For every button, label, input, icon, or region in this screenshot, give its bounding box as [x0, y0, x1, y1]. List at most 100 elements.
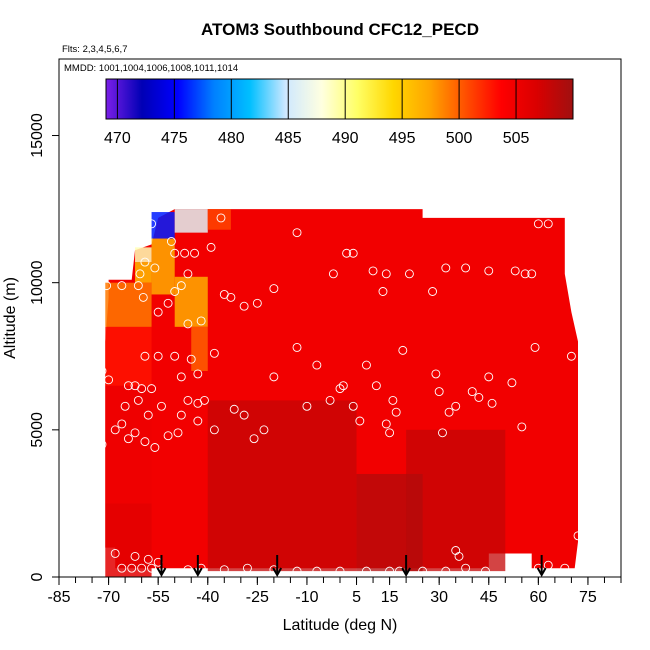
sample-point [385, 428, 395, 438]
sample-point [186, 354, 196, 364]
sample-point [467, 387, 477, 397]
field-cell [356, 473, 423, 572]
sample-point [104, 375, 114, 385]
sample-point [150, 443, 160, 452]
sample-point [123, 434, 133, 444]
sample-point [385, 566, 395, 576]
sample-point [259, 425, 269, 435]
sample-point [190, 248, 199, 258]
sample-point [573, 531, 583, 541]
y-tick-label: 0 [29, 572, 46, 581]
sample-point [147, 563, 157, 573]
sample-point [206, 242, 216, 252]
sample-point [183, 565, 193, 575]
sample-point [193, 416, 203, 426]
sample-point [170, 287, 180, 296]
sample-points [97, 204, 583, 576]
sample-point [517, 422, 527, 432]
sample-point [388, 395, 398, 405]
sample-point [454, 551, 464, 561]
sample-point [183, 395, 193, 405]
y-axis: 0 5000 10000 15000 [29, 113, 59, 581]
y-tick-label: 15000 [29, 113, 46, 158]
sample-point [163, 298, 173, 308]
x-tick-label: -40 [196, 589, 219, 606]
sample-point [404, 269, 414, 279]
chart-title: ATOM3 Southbound CFC12_PECD [201, 20, 479, 39]
sample-point [474, 393, 484, 402]
field-cell [105, 282, 152, 327]
sample-point [507, 378, 517, 388]
sample-point [242, 563, 252, 573]
sample-point [166, 237, 176, 246]
sample-point [170, 351, 180, 361]
sample-point [361, 360, 371, 370]
sample-point [102, 281, 112, 291]
sample-point [140, 351, 150, 361]
sample-point [110, 425, 120, 435]
sample-point [209, 348, 219, 358]
sample-point [527, 269, 537, 279]
sample-point [157, 401, 166, 411]
dates-subtitle: MMDD: 1001,1004,1006,1008,1011,1014 [64, 63, 238, 74]
sample-point [325, 395, 335, 405]
sample-point [441, 263, 451, 273]
sample-point [137, 563, 147, 573]
sample-point [302, 401, 312, 411]
y-tick-label: 10000 [29, 260, 46, 305]
sample-point [381, 419, 391, 429]
sample-point [378, 287, 388, 296]
colorbar-tick-label: 495 [389, 130, 416, 147]
sample-point [180, 248, 190, 258]
x-tick-label: -10 [295, 589, 318, 606]
sample-point [418, 566, 428, 576]
sample-point [451, 401, 461, 411]
colorbar: 470 475 480 485 490 495 500 505 [104, 78, 574, 147]
sample-point [438, 428, 447, 438]
sample-point [312, 360, 322, 370]
x-tick-label: 75 [579, 589, 597, 606]
colorbar-tick-label: 480 [218, 130, 245, 147]
sample-point [140, 257, 150, 267]
sample-point [368, 266, 378, 276]
sample-point [110, 549, 120, 558]
field-cell [151, 212, 175, 239]
profile-arrow [156, 555, 167, 578]
x-tick-label: -55 [147, 589, 170, 606]
sample-point [127, 563, 137, 573]
sample-point [543, 219, 553, 229]
flights-subtitle: Flts: 2,3,4,5,6,7 [62, 44, 127, 55]
x-tick-label: 15 [381, 589, 399, 606]
sample-point [520, 269, 530, 279]
sample-point [487, 398, 497, 408]
sample-point [530, 342, 540, 352]
sample-point [176, 281, 186, 291]
sample-point [484, 372, 494, 382]
profile-markers [156, 555, 547, 578]
sample-point [137, 384, 147, 394]
sample-point [147, 384, 157, 394]
profile-arrow [536, 555, 547, 578]
sample-point [481, 566, 490, 576]
sample-point [120, 401, 130, 411]
sample-point [381, 269, 391, 279]
field-cell [207, 209, 231, 230]
sample-point [176, 372, 186, 382]
sample-point [183, 319, 193, 329]
colorbar-tick-label: 500 [446, 130, 473, 147]
sample-point [130, 551, 140, 561]
sample-point [138, 292, 148, 302]
sample-point [117, 419, 127, 429]
sample-point [219, 565, 229, 575]
sample-point [209, 425, 219, 435]
sample-point [510, 266, 520, 276]
colorbar-tick-label: 485 [275, 130, 302, 147]
sample-point [428, 287, 438, 296]
sample-point [117, 563, 127, 573]
sample-point [183, 269, 193, 279]
field-cell [174, 209, 208, 233]
y-axis-label: Altitude (m) [2, 277, 19, 359]
sample-point [292, 228, 302, 238]
sample-point [130, 428, 140, 438]
